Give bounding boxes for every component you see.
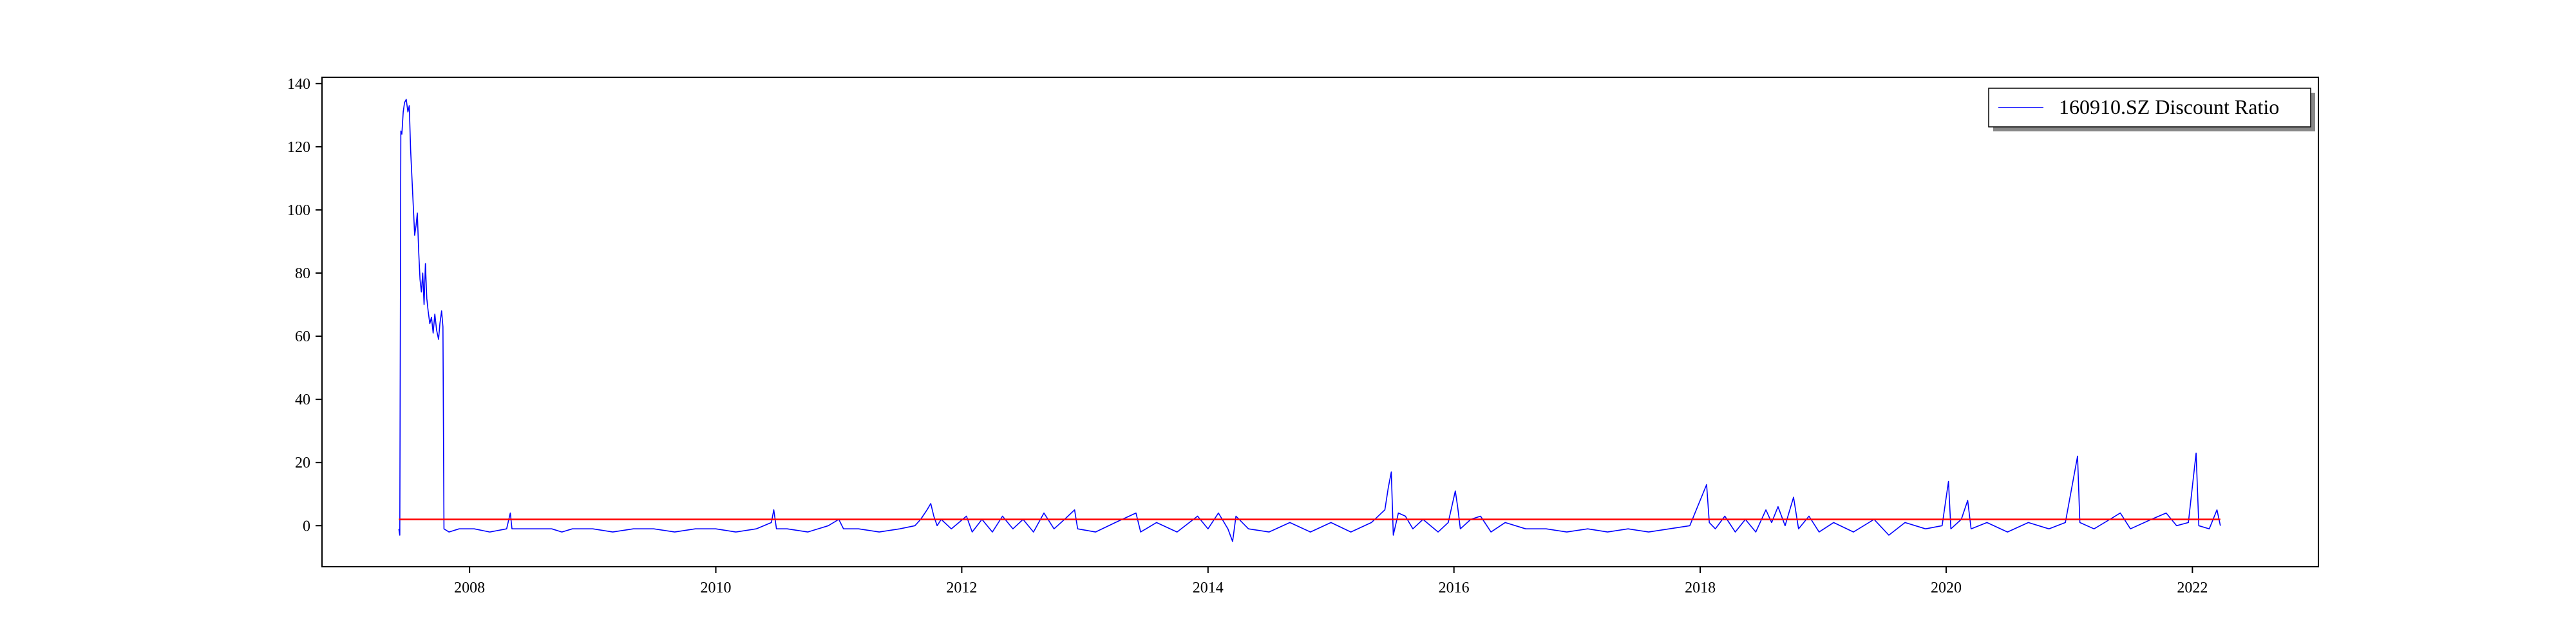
x-tick-label: 2022: [2177, 580, 2208, 596]
x-axis: 2008 2010 2012 2014 2016 2018 2020 2022: [454, 567, 2208, 596]
x-tick-label: 2008: [454, 580, 485, 596]
y-tick-label: 80: [295, 265, 310, 282]
y-tick-label: 40: [295, 392, 310, 408]
y-tick-label: 60: [295, 328, 310, 345]
y-tick-label: 20: [295, 455, 310, 471]
legend: 160910.SZ Discount Ratio: [1988, 88, 2315, 131]
x-tick-label: 2010: [701, 580, 732, 596]
y-tick-label: 120: [287, 139, 310, 156]
y-tick-label: 0: [303, 518, 310, 535]
plot-frame: [321, 77, 2319, 567]
x-tick-label: 2020: [1931, 580, 1962, 596]
series-layer: [398, 99, 2221, 542]
legend-label: 160910.SZ Discount Ratio: [2059, 95, 2279, 118]
plot-area: [322, 77, 2318, 567]
y-tick-label: 140: [287, 76, 310, 93]
x-tick-label: 2016: [1439, 580, 1470, 596]
x-tick-label: 2012: [946, 580, 977, 596]
series-line-discount-ratio: [398, 99, 2221, 542]
x-tick-label: 2014: [1193, 580, 1224, 596]
y-tick-label: 100: [287, 202, 310, 219]
x-tick-label: 2018: [1685, 580, 1716, 596]
y-axis: 0 20 40 60 80 100 120 140: [287, 76, 322, 535]
